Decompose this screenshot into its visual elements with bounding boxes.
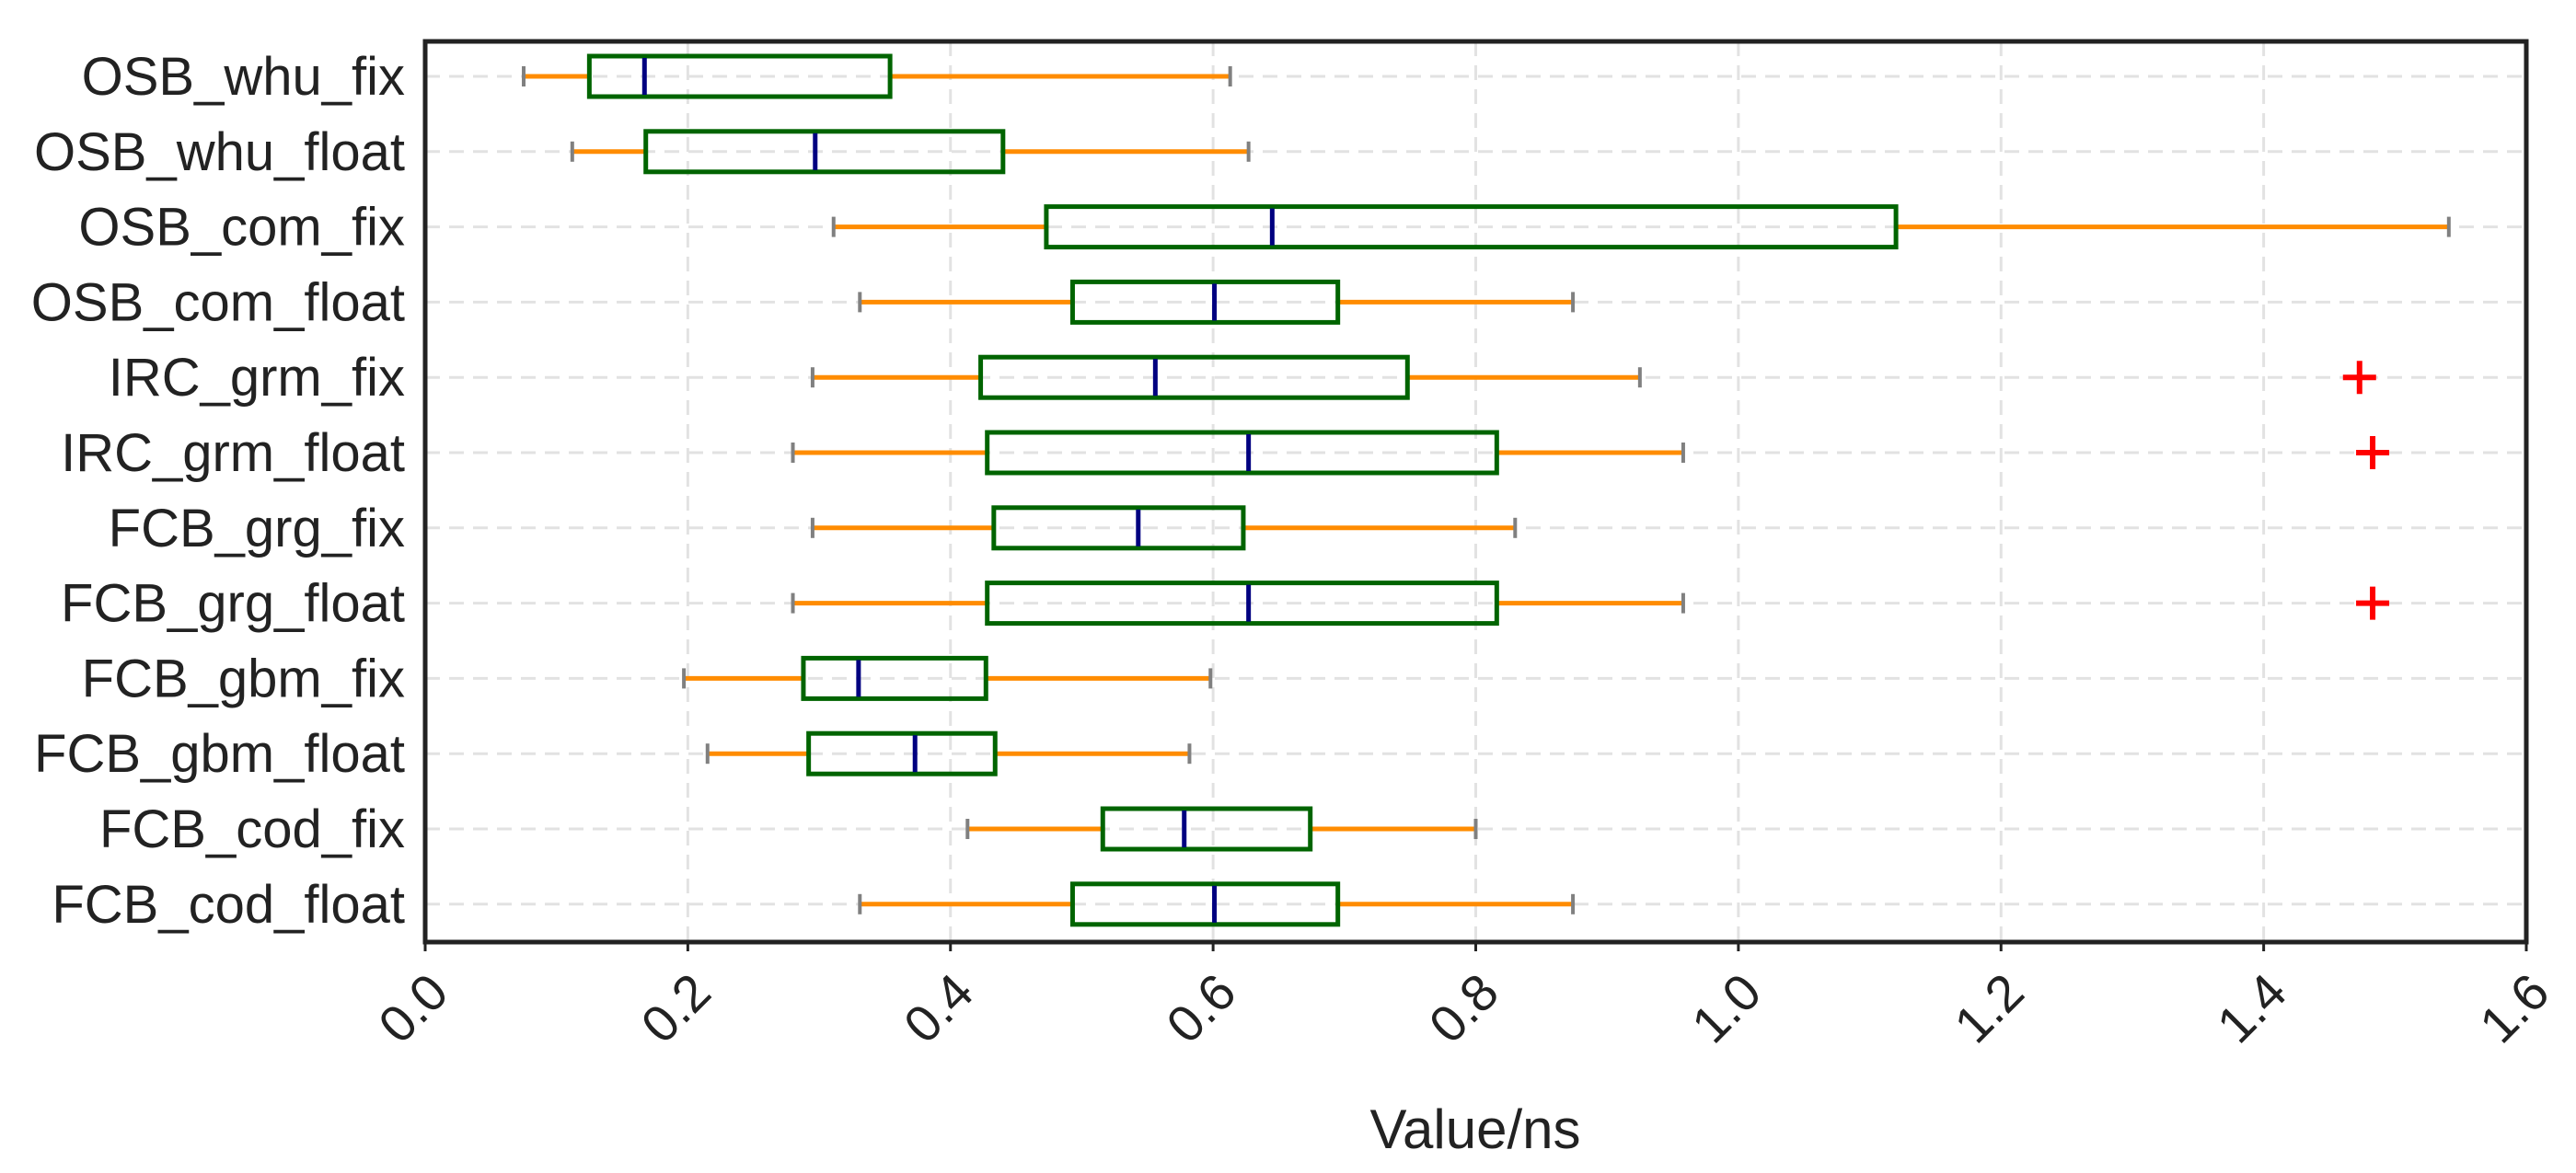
x-tick-label: 1.4: [2206, 962, 2298, 1054]
x-tick-label: 1.6: [2468, 962, 2560, 1054]
box-osb-com-fix: [831, 204, 2451, 250]
x-tick-label: 0.6: [1155, 962, 1247, 1054]
box-fcb-grg-float: [791, 581, 2390, 627]
category-label: IRC_grm_float: [61, 423, 405, 483]
category-label: FCB_gbm_fix: [82, 649, 405, 708]
category-labels: OSB_whu_fix OSB_whu_float OSB_com_fix OSB_c…: [31, 47, 405, 935]
box-fcb-gbm-fix: [682, 655, 1213, 701]
box-osb-com-float: [858, 279, 1576, 325]
box-fcb-cod-float: [858, 881, 1576, 927]
iqr-box: [1044, 204, 1899, 250]
iqr-box: [991, 505, 1246, 551]
outlier-marker: [2356, 586, 2390, 620]
box-fcb-cod-fix: [965, 806, 1478, 852]
iqr-box: [1069, 881, 1341, 927]
box-series: [522, 53, 2451, 927]
x-tick-label: 0.8: [1417, 962, 1509, 1054]
category-label: FCB_gbm_float: [34, 724, 405, 784]
iqr-box: [586, 53, 893, 99]
category-label: OSB_whu_fix: [82, 47, 405, 107]
category-label: OSB_com_fix: [78, 198, 405, 258]
x-tick-label: 0.4: [893, 962, 985, 1054]
iqr-box: [1100, 806, 1313, 852]
x-tick-label: 1.0: [1681, 962, 1773, 1054]
iqr-box: [978, 354, 1410, 400]
iqr-box: [985, 430, 1499, 476]
iqr-box: [801, 655, 988, 701]
iqr-box: [1069, 279, 1341, 325]
box-fcb-gbm-float: [705, 730, 1192, 776]
box-osb-whu-fix: [522, 53, 1232, 99]
outlier-marker: [2356, 436, 2390, 469]
box-irc-grm-float: [791, 430, 2390, 476]
category-label: IRC_grm_fix: [109, 348, 405, 408]
box-fcb-grg-fix: [810, 505, 1518, 551]
box-osb-whu-float: [570, 129, 1251, 175]
box-irc-grm-fix: [810, 354, 2376, 400]
iqr-box: [643, 129, 1006, 175]
x-axis-ticks: 0.0 0.2 0.4 0.6 0.8 1.0 1.2 1.4 1.6: [367, 942, 2560, 1054]
category-label: FCB_grg_fix: [109, 499, 405, 558]
x-tick-label: 0.0: [367, 962, 459, 1054]
x-tick-label: 1.2: [1943, 962, 2035, 1054]
grid-lines: [425, 41, 2526, 942]
iqr-box: [806, 730, 998, 776]
outlier-marker: [2342, 361, 2376, 395]
category-label: OSB_whu_float: [34, 122, 405, 182]
iqr-box: [985, 581, 1499, 627]
category-label: FCB_grg_float: [61, 574, 405, 634]
category-label: FCB_cod_fix: [99, 799, 405, 859]
x-tick-label: 0.2: [630, 962, 722, 1054]
x-axis-title: Value/ns: [1369, 1098, 1580, 1160]
category-label: FCB_cod_float: [52, 875, 405, 935]
category-label: OSB_com_float: [31, 272, 405, 332]
